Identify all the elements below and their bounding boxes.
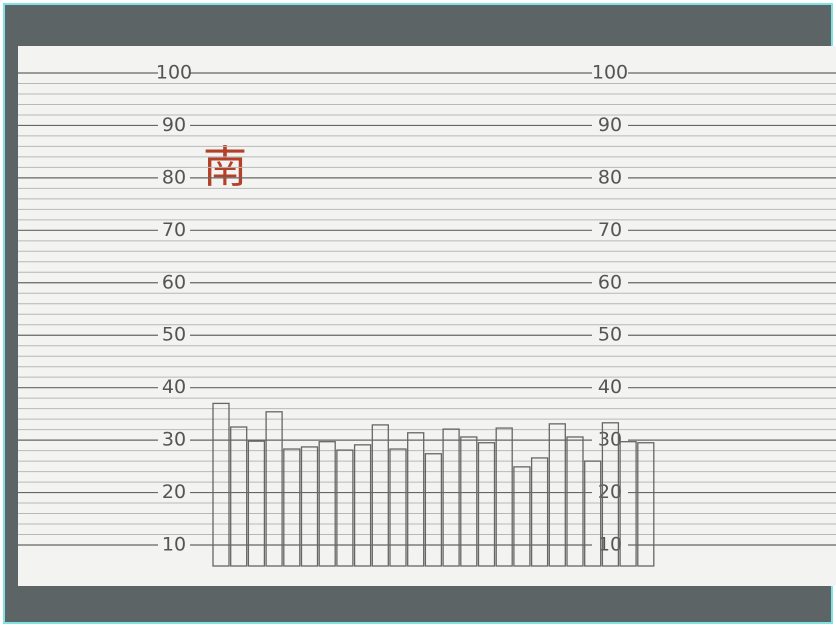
y-tick-label: 30: [162, 429, 186, 451]
page: {"chart_data": {"type": "bar", "values":…: [0, 0, 836, 627]
y-tick-label: 40: [598, 376, 622, 398]
y-tick-label: 50: [162, 324, 186, 346]
paper: [18, 46, 836, 586]
y-tick-label: 100: [592, 61, 628, 83]
y-tick-label: 70: [598, 219, 622, 241]
y-tick-label: 80: [598, 166, 622, 188]
y-tick-label: 100: [156, 61, 192, 83]
y-tick-label: 60: [162, 271, 186, 293]
y-tick-label: 10: [162, 534, 186, 556]
photo: 南 10102020303040405050606070708080909010…: [0, 0, 836, 627]
y-tick-label: 80: [162, 166, 186, 188]
y-tick-label: 20: [162, 481, 186, 503]
y-tick-label: 60: [598, 271, 622, 293]
y-tick-label: 50: [598, 324, 622, 346]
y-tick-label: 70: [162, 219, 186, 241]
y-tick-label: 90: [598, 114, 622, 136]
y-tick-label: 40: [162, 376, 186, 398]
y-tick-label: 90: [162, 114, 186, 136]
